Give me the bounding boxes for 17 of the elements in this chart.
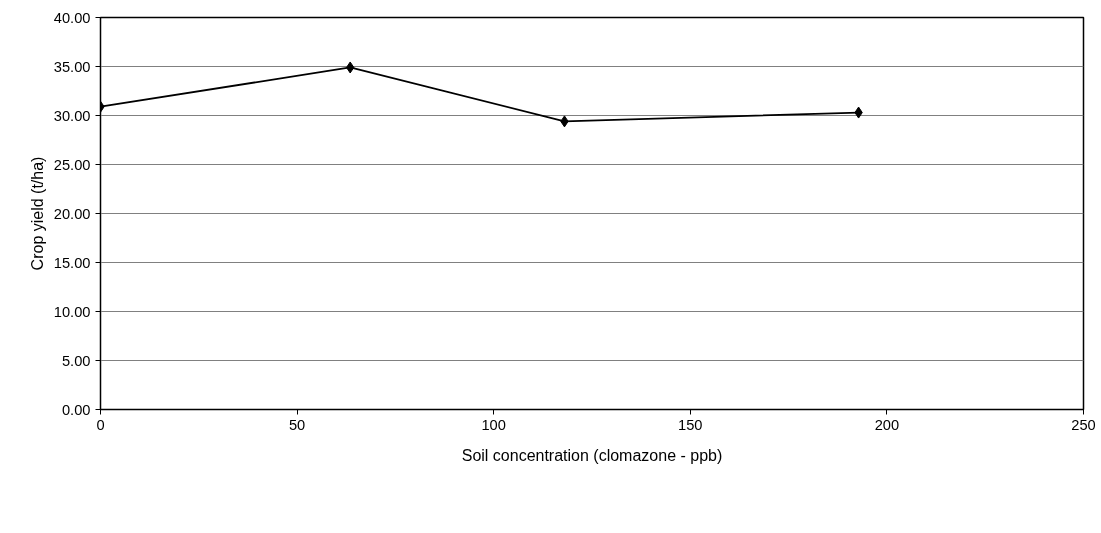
y-tick-label: 0.00 (61, 401, 91, 418)
y-tick-label: 15.00 (53, 254, 91, 271)
x-tick-label: 0 (96, 416, 105, 433)
y-tick-label: 20.00 (53, 205, 91, 222)
x-axis-title: Soil concentration (clomazone - ppb) (461, 446, 723, 464)
y-axis-title: Crop yield (t/ha) (28, 156, 46, 271)
x-tick-label: 100 (481, 416, 506, 433)
x-tick-label: 250 (1071, 416, 1096, 433)
y-tick-label: 40.00 (53, 9, 91, 26)
y-tick-label: 35.00 (53, 58, 91, 75)
y-tick-label: 30.00 (53, 107, 91, 124)
x-tick-label: 150 (678, 416, 703, 433)
y-tick-label: 10.00 (53, 303, 91, 320)
x-tick-label: 200 (874, 416, 900, 433)
y-tick-label: 25.00 (53, 156, 91, 173)
x-tick-label: 50 (288, 416, 306, 433)
y-tick-label: 5.00 (61, 352, 91, 369)
